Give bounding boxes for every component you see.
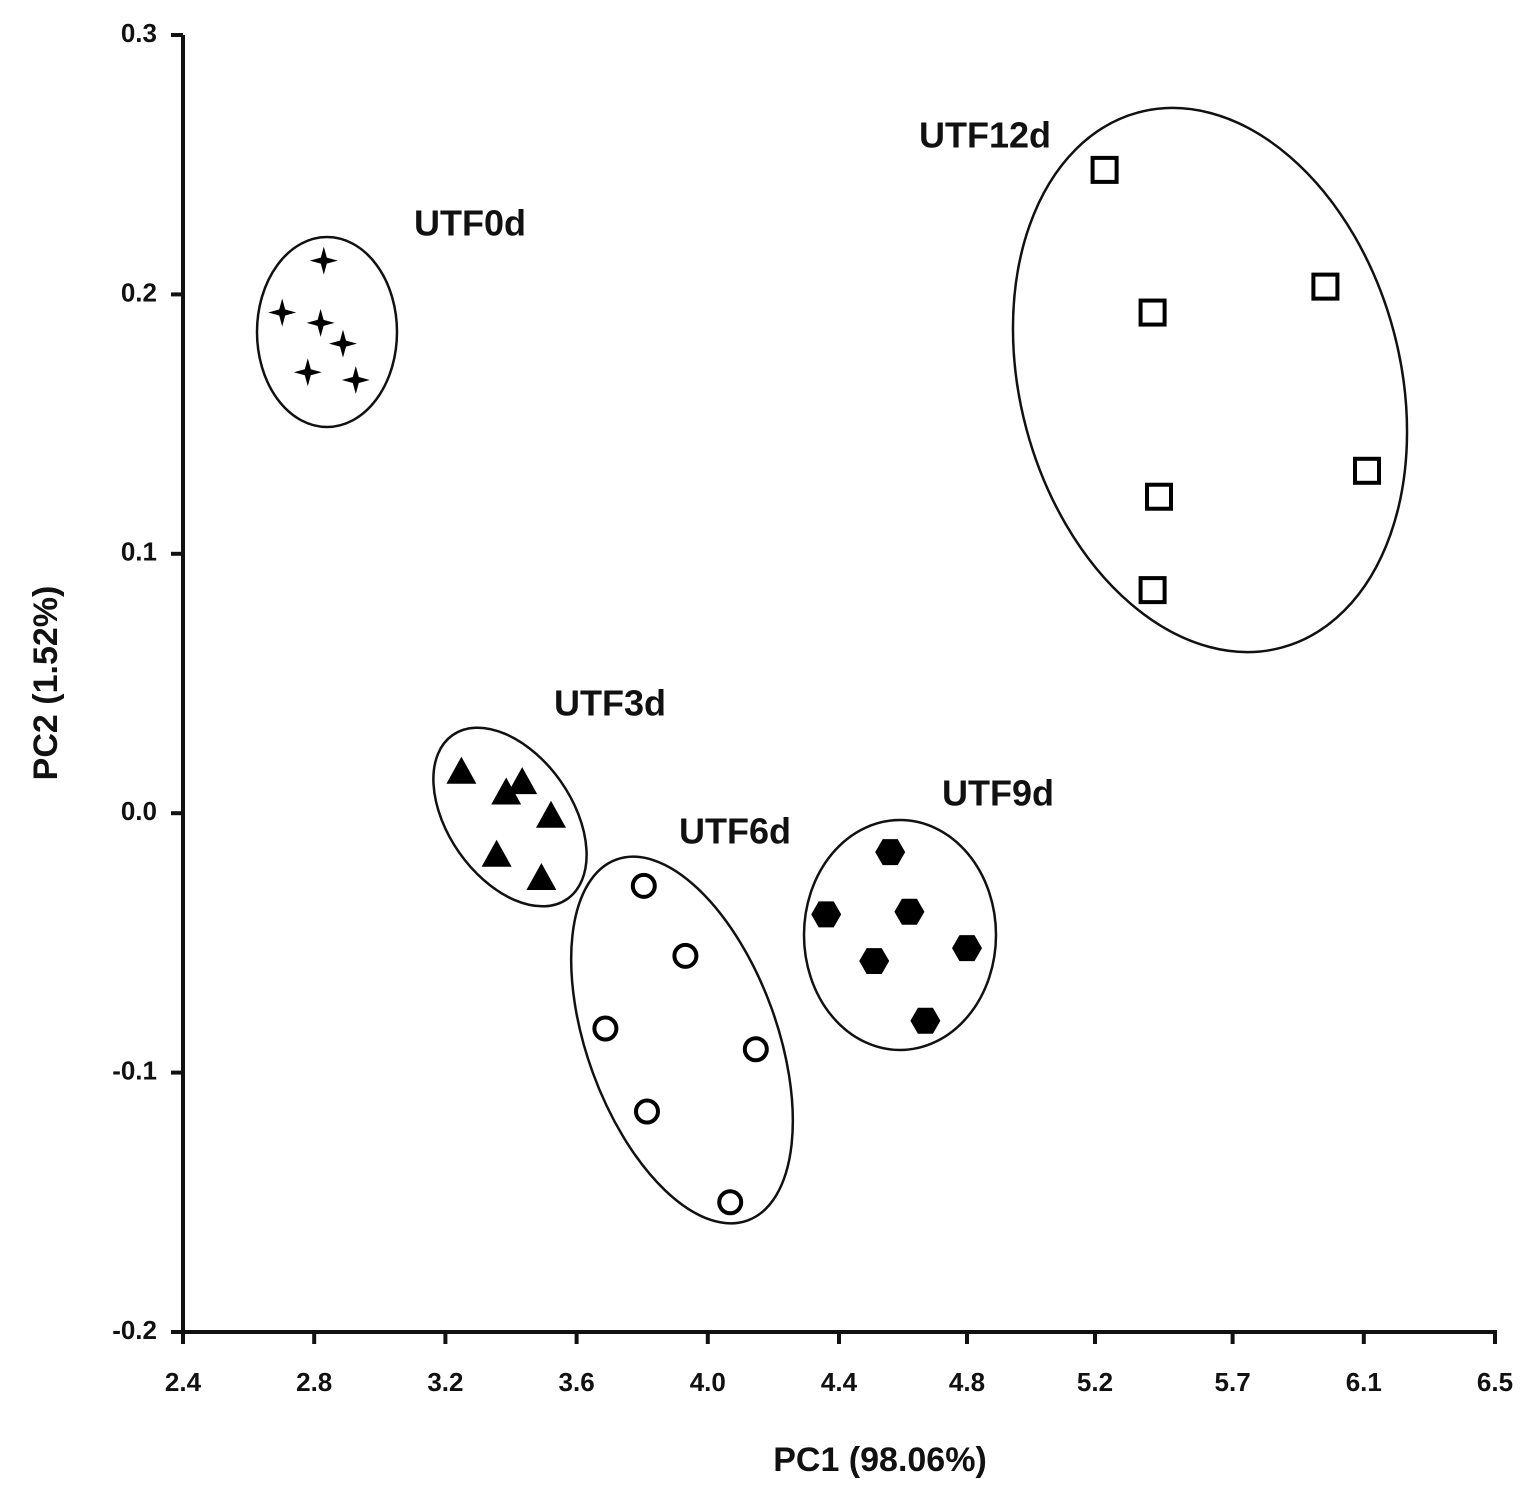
group-label: UTF6d [679,811,791,852]
x-tick-label: 2.8 [296,1367,332,1397]
y-tick-label: 0.1 [121,537,157,567]
point [1145,482,1173,511]
group-ellipse [1011,106,1409,654]
point [859,948,890,975]
point [717,1189,744,1216]
point [1090,155,1119,184]
point [1138,298,1167,327]
point [875,839,906,866]
x-tick-label: 4.8 [949,1367,985,1397]
point [811,901,842,928]
group-label: UTF9d [942,773,1054,814]
y-axis-title: PC2 (1.52%) [27,586,65,781]
x-tick-label: 4.0 [690,1367,726,1397]
point [952,935,982,962]
point [329,329,357,358]
point [306,308,335,337]
group-label: UTF12d [919,115,1051,156]
point [894,898,925,925]
x-tick-label: 5.7 [1215,1367,1251,1397]
y-tick-label: 0.2 [121,277,157,307]
point [526,863,557,891]
point [672,942,699,969]
point [742,1036,769,1063]
point [1311,272,1340,301]
x-axis-title: PC1 (98.06%) [773,1441,987,1479]
x-tick-label: 6.1 [1346,1367,1382,1397]
group-ellipse [432,726,588,908]
point [309,246,338,275]
y-tick-label: -0.1 [112,1055,157,1085]
group-label: UTF3d [554,683,666,724]
x-tick-label: 5.2 [1077,1367,1113,1397]
point [1138,576,1167,605]
y-tick-label: 0.3 [121,18,157,48]
point [268,298,297,327]
point [341,366,370,395]
group-ellipse [569,855,795,1225]
x-tick-label: 3.6 [559,1367,595,1397]
x-tick-label: 2.4 [165,1367,202,1397]
y-tick-label: -0.2 [112,1315,157,1345]
point [1353,456,1381,485]
group-ellipse [802,818,998,1052]
point [536,800,566,828]
group-ellipse [255,235,399,429]
point [481,839,512,867]
point [491,777,522,805]
point [446,756,477,784]
x-tick-label: 6.5 [1477,1367,1513,1397]
x-tick-label: 3.2 [427,1367,463,1397]
y-tick-label: 0.0 [121,796,157,826]
point [507,767,538,795]
x-tick-label: 4.4 [821,1367,858,1397]
point [910,1007,941,1034]
point [634,1098,660,1125]
point [630,872,657,899]
group-label: UTF0d [414,203,526,244]
point [293,358,322,387]
point [592,1015,619,1042]
